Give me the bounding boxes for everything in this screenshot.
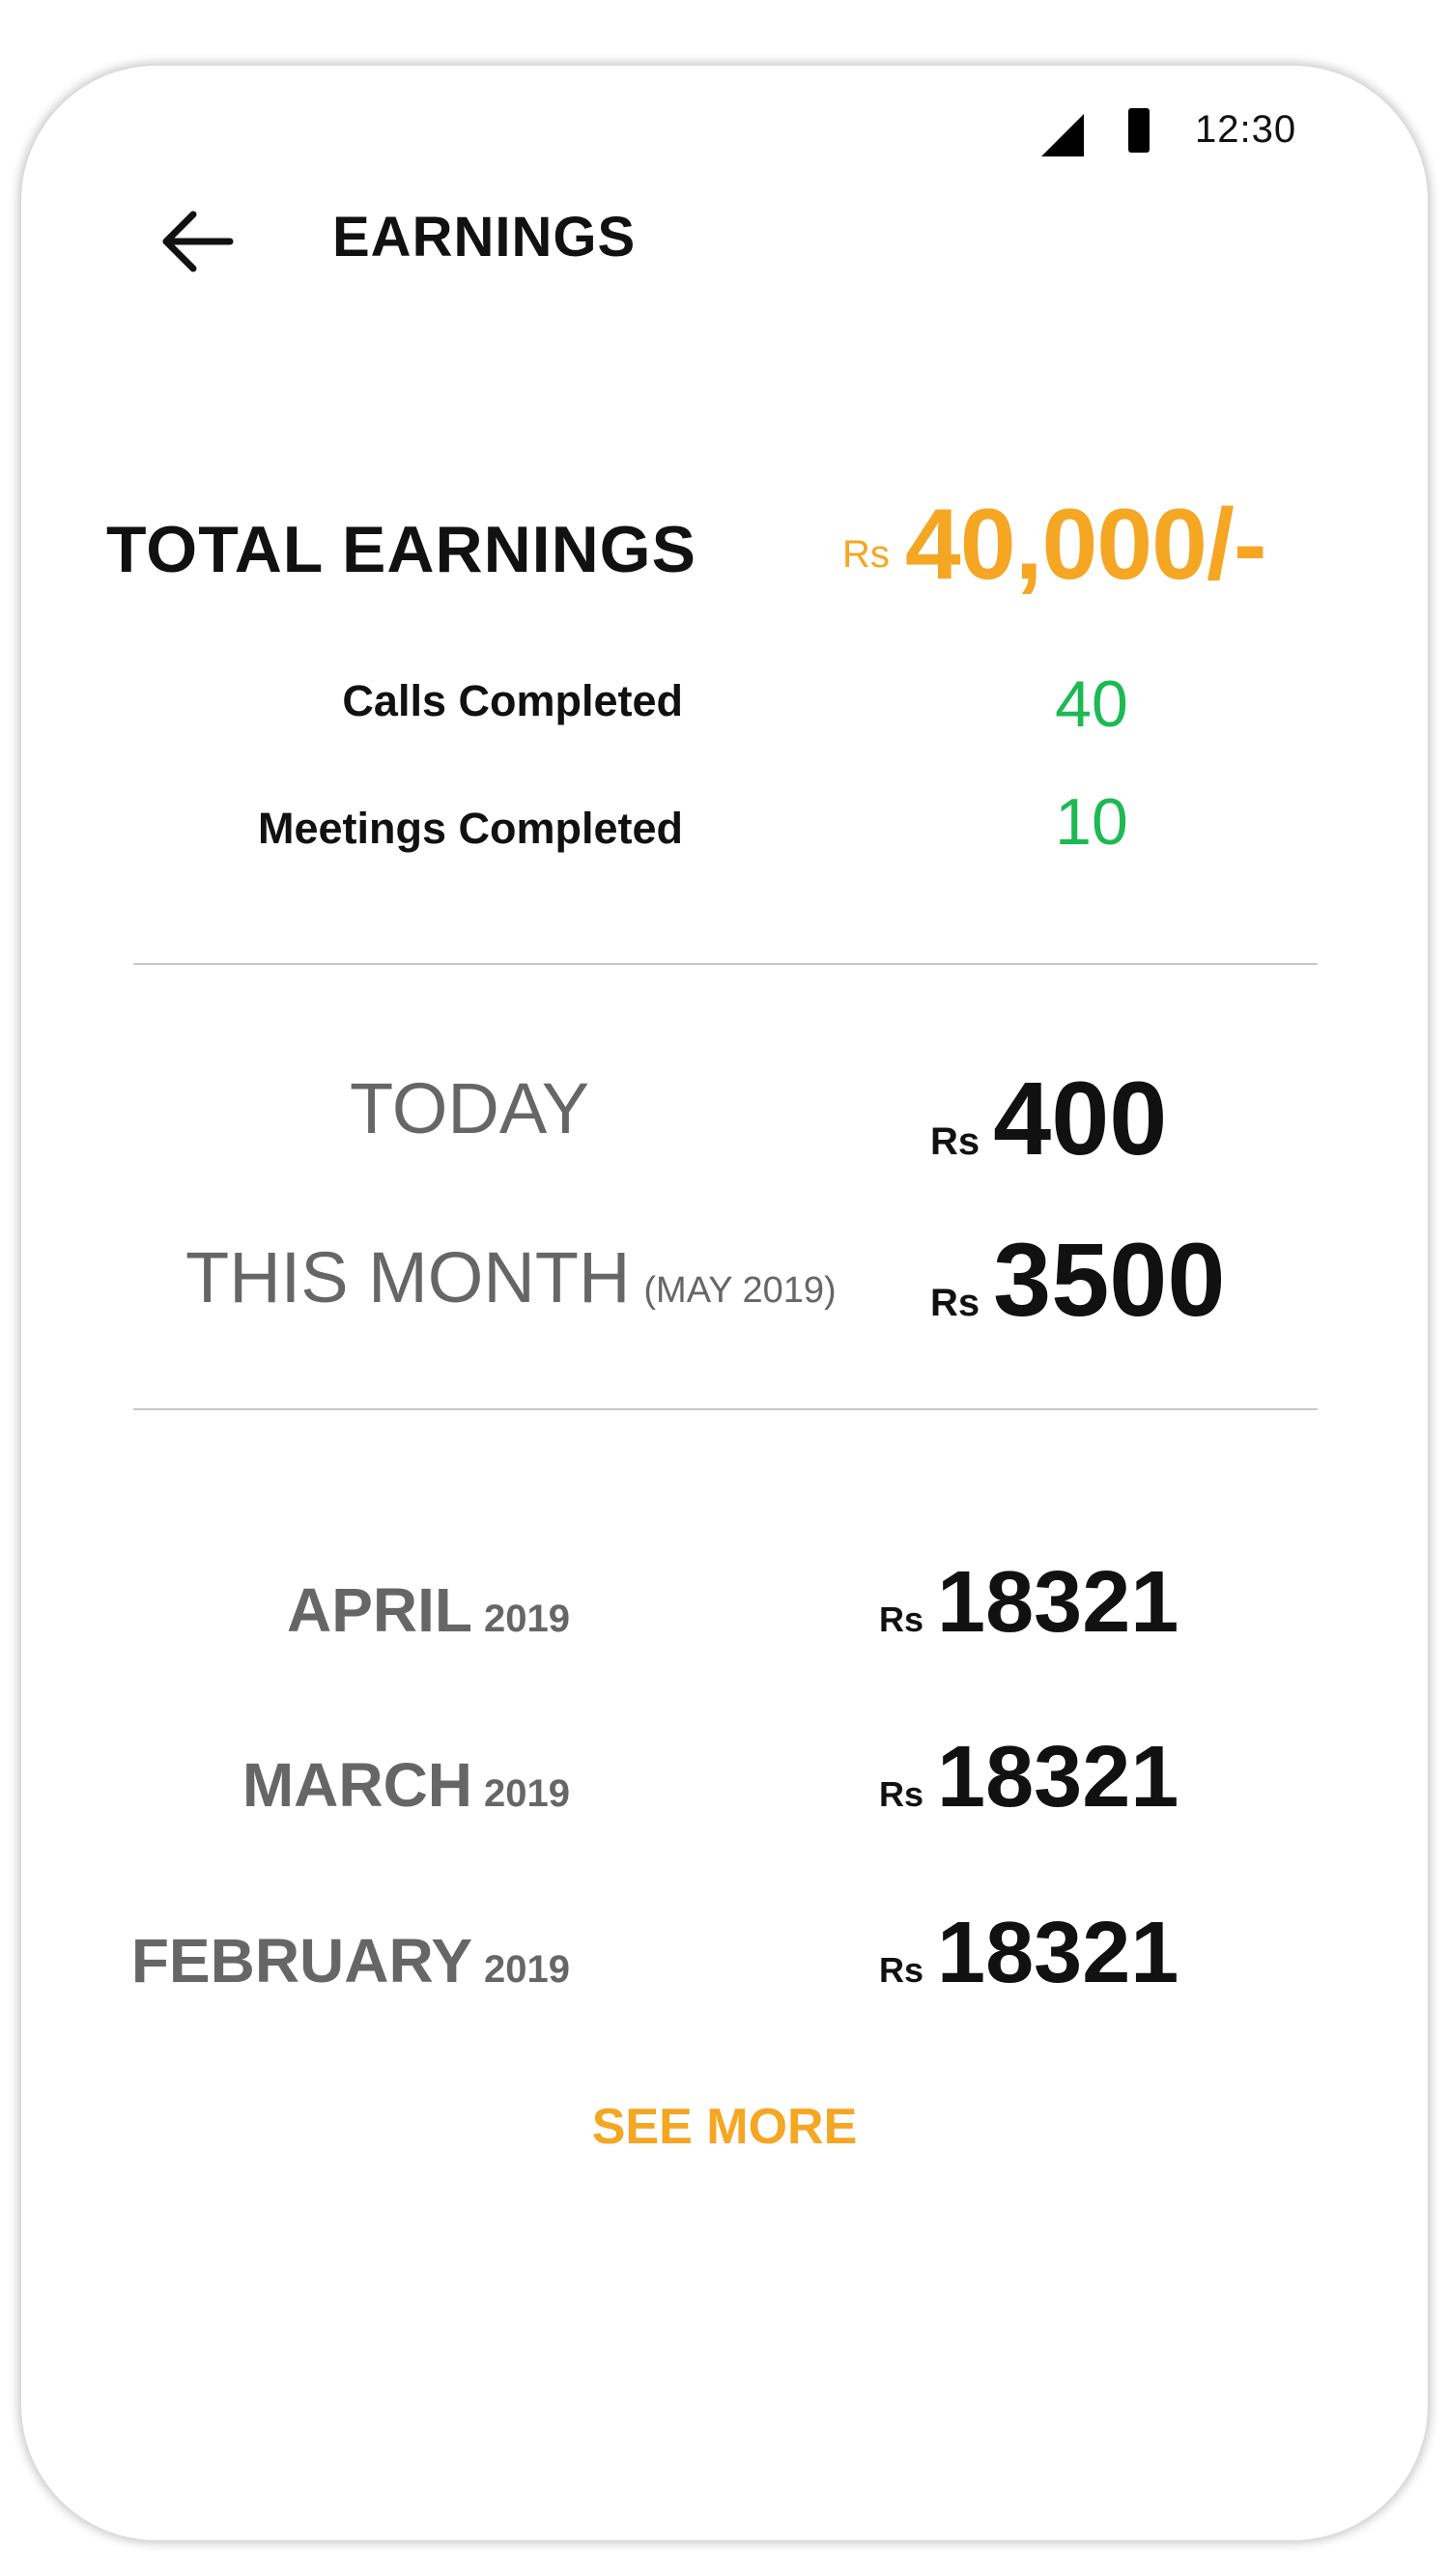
cellular-signal-icon: [1041, 114, 1084, 156]
divider: [133, 963, 1318, 965]
meetings-completed-value: 10: [1055, 785, 1128, 859]
history-month-name: FEBRUARY: [130, 1926, 473, 1996]
history-month-label: APRIL 2019: [0, 1574, 570, 1646]
phone-frame: [21, 66, 1428, 2540]
calls-completed-label: Calls Completed: [342, 676, 683, 725]
total-earnings-label: TOTAL EARNINGS: [106, 513, 696, 586]
divider: [133, 1408, 1318, 1410]
status-bar: 12:30: [0, 0, 1449, 193]
history-month-amount: Rs 18321: [879, 1553, 1179, 1653]
history-amount-value: 18321: [937, 1905, 1179, 2001]
today-amount: Rs 400: [930, 1058, 1167, 1178]
page-title: EARNINGS: [332, 206, 637, 269]
this-month-amount-value: 3500: [993, 1221, 1226, 1338]
today-amount-value: 400: [993, 1060, 1168, 1176]
currency-label: Rs: [930, 1282, 980, 1324]
currency-label: Rs: [930, 1120, 980, 1163]
history-amount-value: 18321: [937, 1554, 1179, 1651]
calls-completed-value: 40: [1055, 667, 1128, 741]
history-month-label: MARCH 2019: [0, 1749, 570, 1821]
history-month-amount: Rs 18321: [879, 1728, 1179, 1827]
history-month-label: FEBRUARY 2019: [0, 1925, 570, 1996]
currency-label: Rs: [842, 533, 890, 576]
battery-icon: [1128, 108, 1150, 153]
currency-label: Rs: [879, 1774, 924, 1814]
status-time: 12:30: [1195, 108, 1297, 151]
total-earnings-value: Rs 40,000/-: [842, 488, 1267, 603]
currency-label: Rs: [879, 1950, 924, 1990]
see-more-button[interactable]: SEE MORE: [591, 2099, 858, 2155]
history-month-year: 2019: [484, 1948, 570, 1991]
history-amount-value: 18321: [937, 1729, 1179, 1826]
arrow-left-icon: [162, 211, 234, 272]
this-month-text: THIS MONTH: [185, 1237, 631, 1317]
history-month-year: 2019: [484, 1598, 570, 1640]
meetings-completed-label: Meetings Completed: [257, 804, 683, 853]
history-month-name: MARCH: [242, 1750, 473, 1820]
back-button[interactable]: [155, 203, 242, 280]
this-month-sub-label: (MAY 2019): [643, 1270, 837, 1311]
this-month-label: THIS MONTH (MAY 2019): [185, 1236, 837, 1318]
total-earnings-amount: 40,000/-: [904, 489, 1267, 601]
history-month-name: APRIL: [287, 1575, 473, 1645]
currency-label: Rs: [879, 1599, 924, 1639]
this-month-amount: Rs 3500: [930, 1219, 1225, 1340]
today-label: TODAY: [350, 1068, 590, 1148]
history-month-year: 2019: [484, 1772, 570, 1815]
history-month-amount: Rs 18321: [879, 1904, 1179, 2003]
